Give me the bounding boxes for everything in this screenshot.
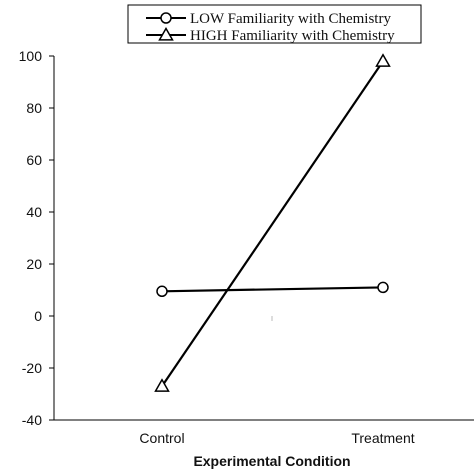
series-layer (154, 53, 391, 392)
y-tick-label: -20 (22, 360, 42, 376)
legend-item: LOW Familiarity with Chemistry (146, 11, 391, 27)
series-low-familiarity (156, 281, 389, 298)
series-high-familiarity (154, 53, 391, 392)
chart-axes (53, 56, 474, 421)
x-category-label: Control (139, 430, 184, 446)
y-tick-label: 0 (34, 308, 42, 324)
legend-label: HIGH Familiarity with Chemistry (190, 28, 395, 44)
triangle-marker (154, 378, 170, 392)
circle-marker (377, 281, 389, 294)
series-line (161, 286, 384, 293)
triangle-marker (375, 53, 391, 67)
y-tick-label: 40 (26, 204, 42, 220)
y-tick-label: -40 (22, 412, 42, 428)
y-tick-label: 20 (26, 256, 42, 272)
y-tick-label: 60 (26, 152, 42, 168)
x-axis-title: Experimental Condition (193, 453, 350, 469)
legend-label: LOW Familiarity with Chemistry (190, 11, 391, 27)
circle-marker (160, 12, 172, 24)
triangle-marker (158, 26, 174, 41)
y-tick-label: 100 (19, 48, 43, 64)
y-tick-label: 80 (26, 100, 42, 116)
circle-marker (156, 285, 168, 298)
legend-box (127, 4, 422, 44)
y-axis-ticks: -40 -20 0 20 40 60 80 100 (19, 48, 54, 428)
x-axis-labels: Control Treatment (139, 430, 414, 446)
x-category-label: Treatment (351, 430, 414, 446)
series-line (161, 60, 384, 387)
legend-item: HIGH Familiarity with Chemistry (146, 26, 395, 44)
